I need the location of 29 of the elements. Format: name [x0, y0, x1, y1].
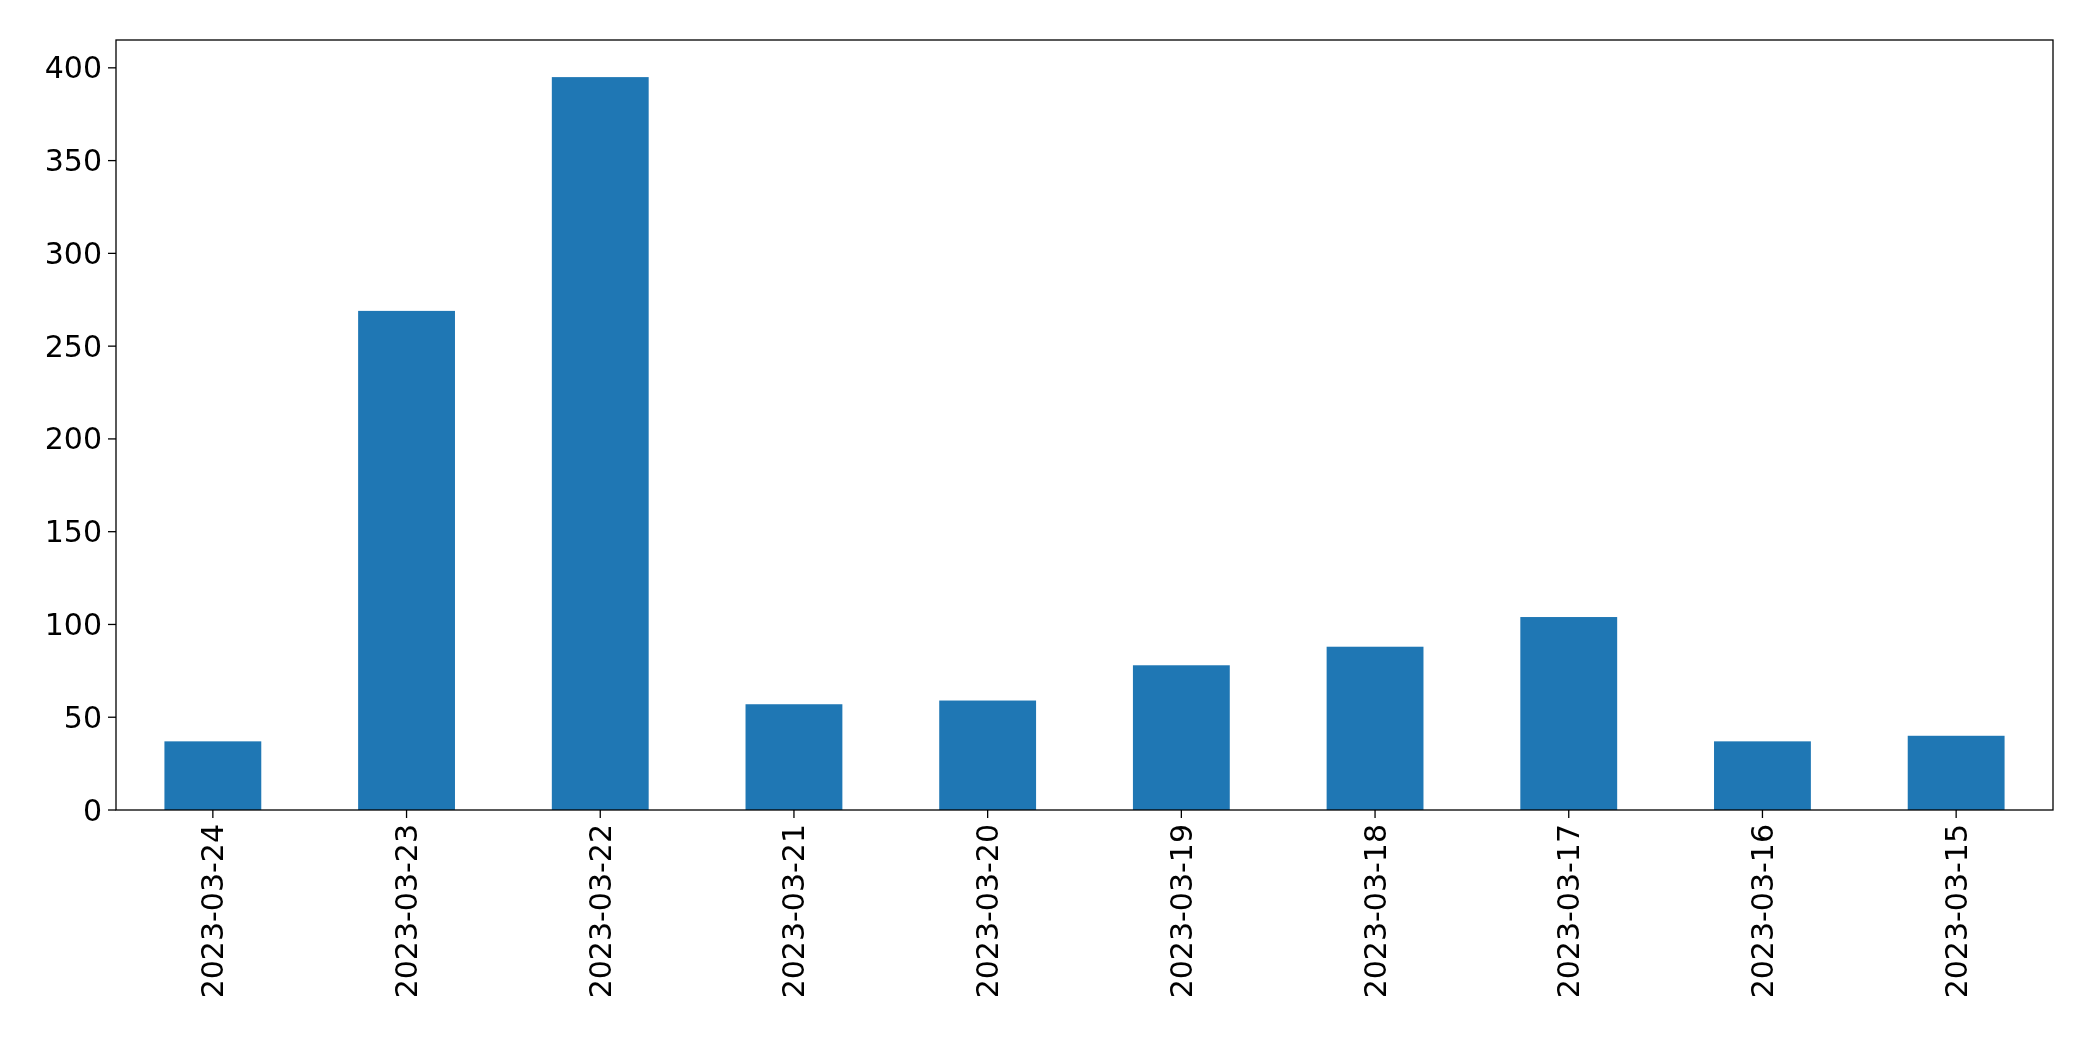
y-tick-label: 150: [44, 514, 102, 550]
x-tick-label: 2023-03-16: [1744, 824, 1780, 999]
bar: [164, 741, 262, 810]
bar: [1326, 646, 1424, 810]
y-tick-label: 50: [63, 699, 102, 735]
x-tick-label: 2023-03-22: [582, 824, 618, 999]
x-tick-label: 2023-03-23: [389, 824, 425, 999]
x-tick-label: 2023-03-21: [776, 824, 812, 999]
y-tick-label: 300: [44, 235, 102, 271]
y-tick-label: 200: [44, 421, 102, 457]
bar: [939, 700, 1037, 810]
bar: [1132, 665, 1230, 810]
bar: [1714, 741, 1811, 810]
y-tick-label: 0: [82, 792, 102, 828]
x-tick-label: 2023-03-19: [1163, 824, 1199, 999]
x-tick-label: 2023-03-24: [195, 824, 231, 999]
bar: [358, 310, 455, 810]
x-tick-label: 2023-03-15: [1938, 824, 1974, 999]
y-tick-label: 250: [44, 328, 102, 364]
x-tick-label: 2023-03-20: [970, 824, 1006, 999]
x-tick-label: 2023-03-17: [1551, 824, 1587, 999]
x-tick-label: 2023-03-18: [1357, 824, 1393, 999]
y-tick-label: 400: [44, 50, 102, 86]
bar: [1520, 617, 1618, 810]
y-tick-label: 100: [44, 606, 102, 642]
bar: [745, 704, 843, 810]
bar: [551, 77, 649, 810]
bar: [1907, 735, 2005, 810]
y-tick-label: 350: [44, 143, 102, 179]
